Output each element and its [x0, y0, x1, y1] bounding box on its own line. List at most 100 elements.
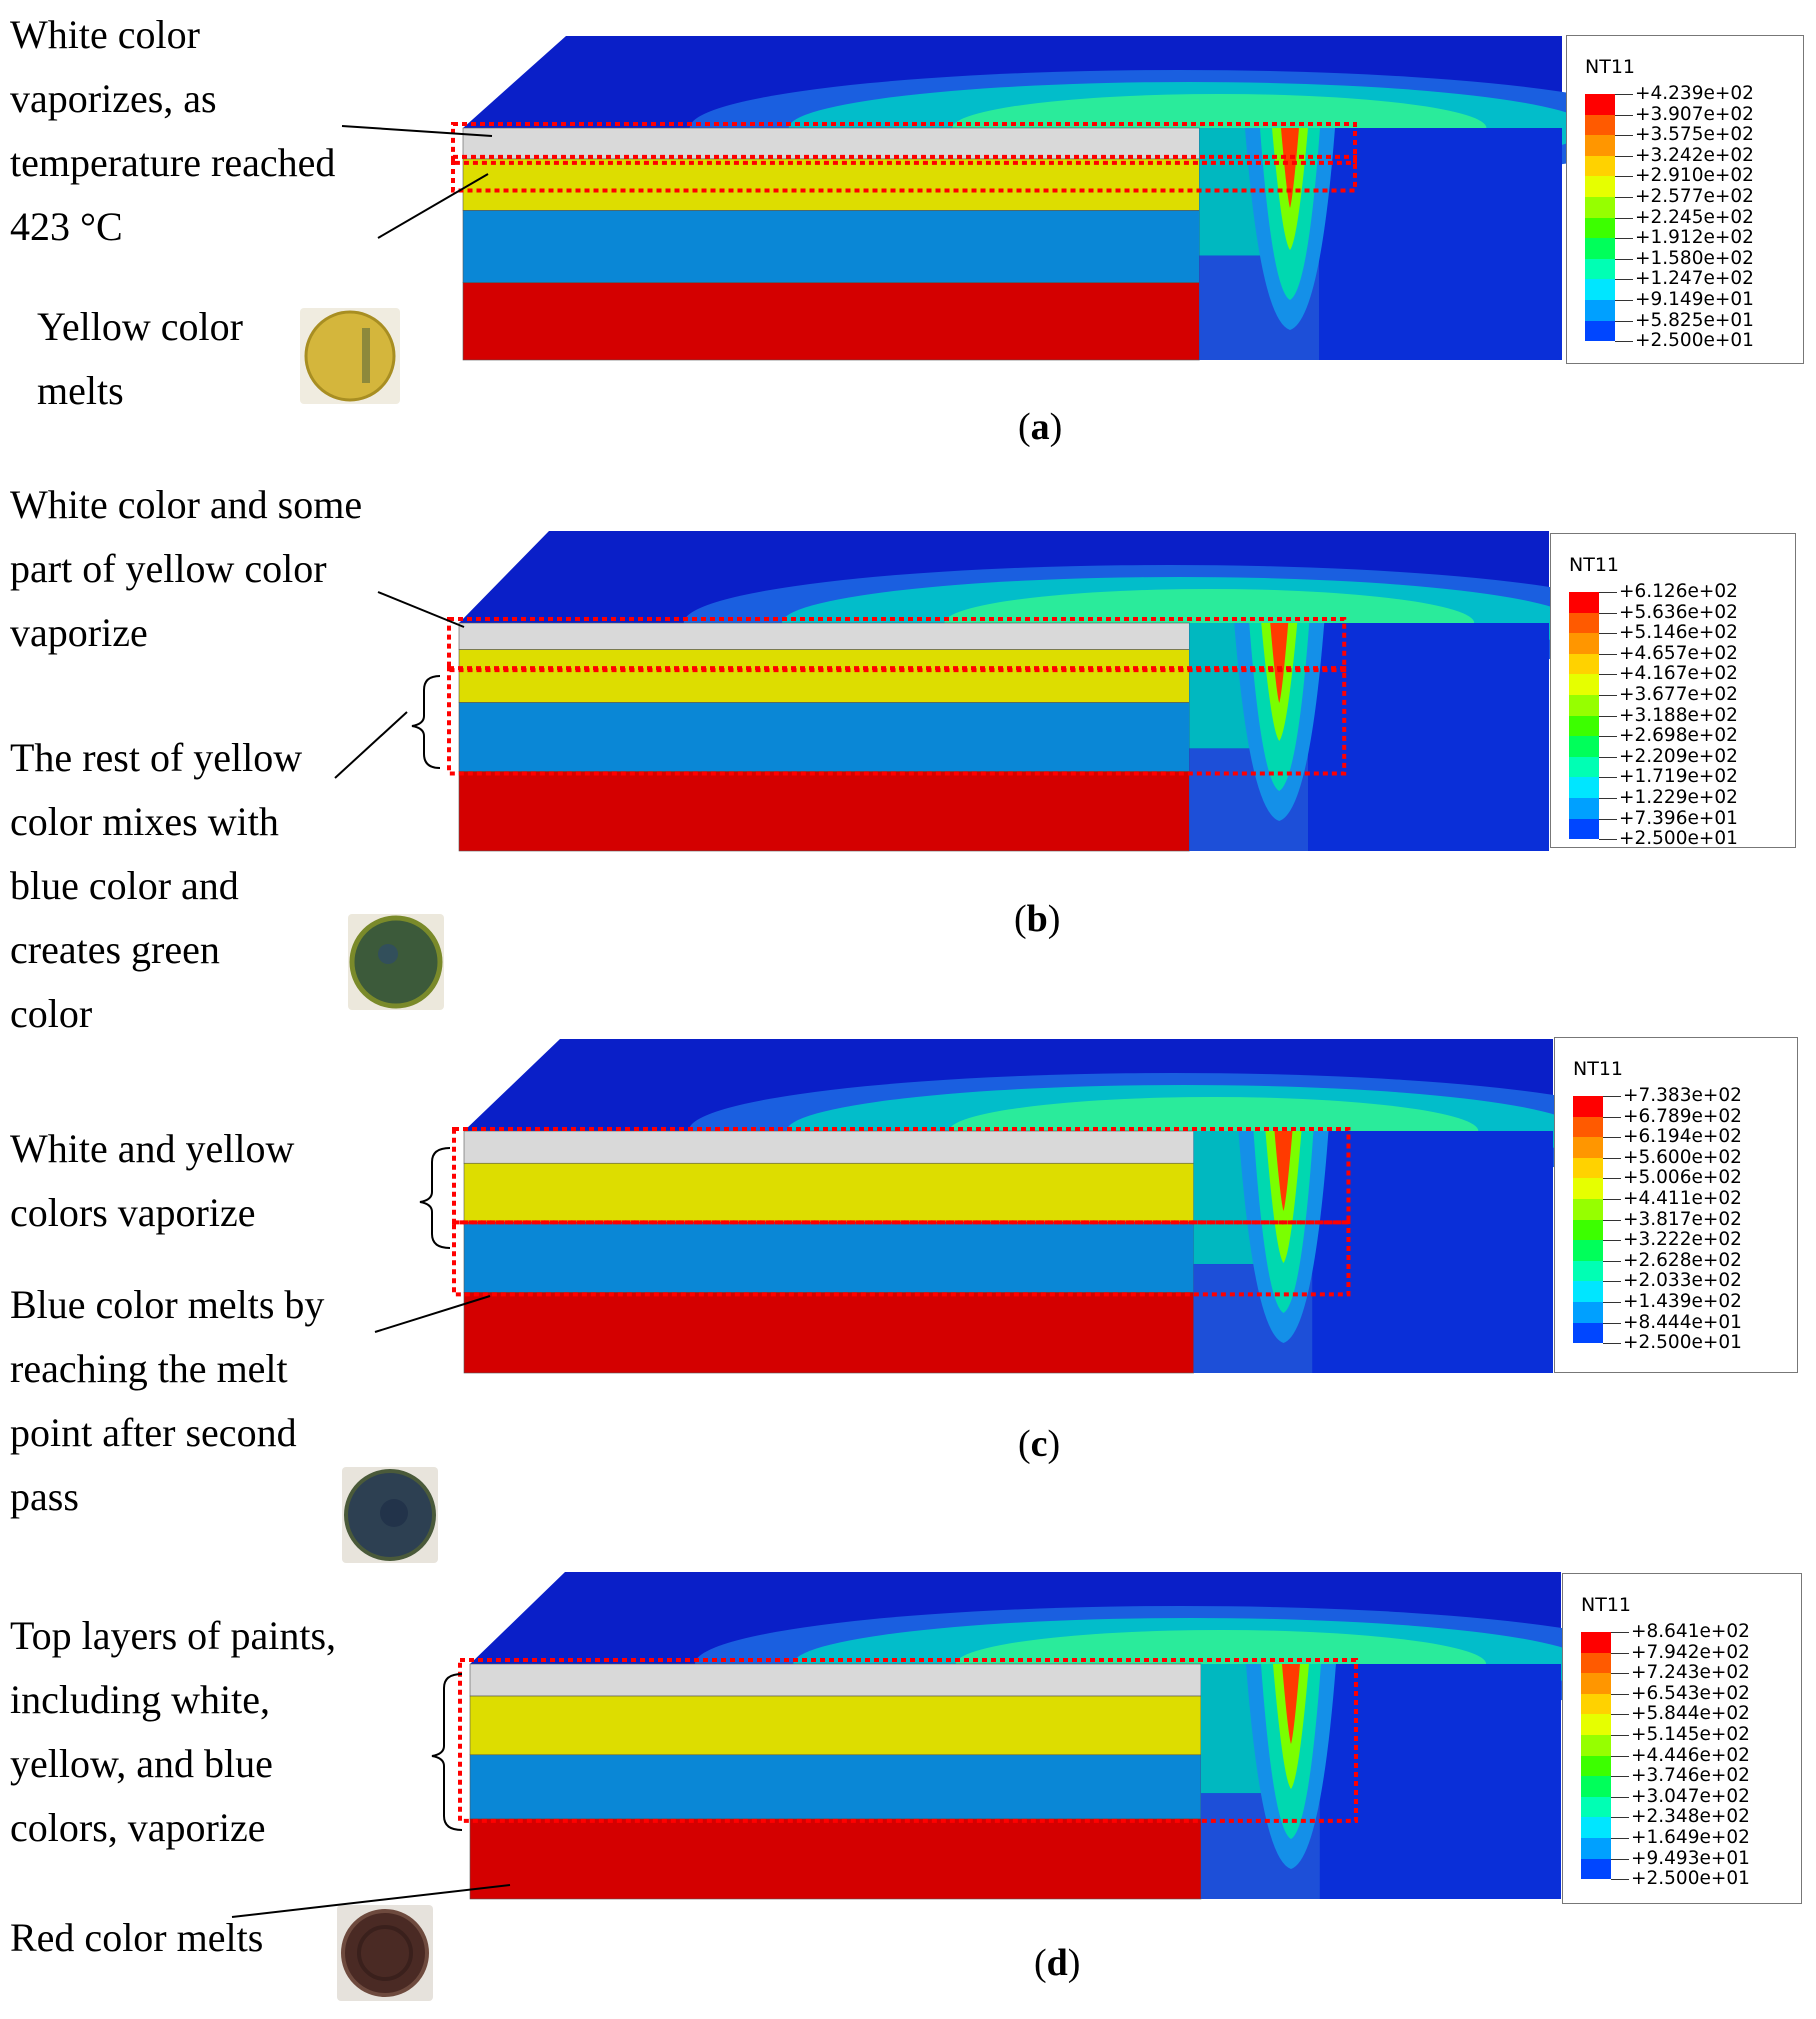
colorbar-cell	[1569, 756, 1599, 778]
legend-tick	[1599, 756, 1617, 758]
highlight-box	[447, 617, 1347, 673]
legend-tick	[1599, 777, 1617, 779]
temperature-legend-d: NT11 +8.641e+02 +7.942e+02 +7.243e+02 +6.54…	[1562, 1573, 1802, 1904]
colorbar-cell	[1569, 797, 1599, 819]
white-paint-layer	[462, 127, 1200, 160]
colorbar-cell	[1569, 592, 1599, 613]
colorbar-cell	[1573, 1198, 1603, 1220]
legend-value: +4.239e+02	[1635, 83, 1754, 104]
legend-tick	[1603, 1343, 1621, 1345]
legend-value: +7.942e+02	[1631, 1641, 1750, 1663]
colorbar-cell	[1585, 258, 1615, 280]
legend-tick	[1615, 341, 1633, 343]
legend-title: NT11	[1585, 56, 1635, 78]
colorbar-cell	[1581, 1776, 1611, 1797]
legend-value: +2.698e+02	[1619, 725, 1738, 747]
legend-value: +8.641e+02	[1631, 1621, 1750, 1642]
legend-tick	[1611, 1714, 1629, 1716]
legend-value: +6.126e+02	[1619, 581, 1738, 602]
legend-value: +2.209e+02	[1619, 745, 1738, 767]
legend-value: +2.245e+02	[1635, 206, 1754, 228]
legend-tick	[1615, 94, 1633, 95]
white-paint-layer	[458, 622, 1190, 650]
legend-value: +5.636e+02	[1619, 601, 1738, 623]
legend-value: +3.575e+02	[1635, 124, 1754, 146]
legend-value: +5.844e+02	[1631, 1703, 1750, 1725]
colorbar-cell	[1573, 1281, 1603, 1302]
blue-paint-layer	[463, 1222, 1194, 1293]
legend-tick	[1599, 633, 1617, 635]
legend-tick	[1603, 1157, 1621, 1159]
legend-title: NT11	[1569, 554, 1619, 576]
legend-value: +2.500e+01	[1619, 828, 1738, 850]
legend-value: +5.146e+02	[1619, 622, 1738, 644]
legend-tick	[1611, 1858, 1629, 1860]
legend-tick	[1611, 1735, 1629, 1736]
colorbar-cell	[1581, 1673, 1611, 1694]
panel-b: White color and some part of yellow colo…	[10, 482, 1796, 1036]
colorbar-cell	[1581, 1693, 1611, 1715]
blue-melts-note: Blue color melts by reaching the melt po…	[10, 1282, 325, 1519]
colorbar-cell	[1569, 777, 1599, 798]
legend-tick	[1603, 1096, 1621, 1097]
colorbar	[1573, 1096, 1603, 1344]
legend-tick	[1615, 238, 1633, 240]
colorbar-cell	[1569, 674, 1599, 695]
colorbar-cell	[1585, 114, 1615, 136]
legend-value: +5.600e+02	[1623, 1146, 1742, 1168]
legend-tick	[1603, 1322, 1621, 1324]
colorbar-cell	[1585, 299, 1615, 321]
legend-tick	[1615, 258, 1633, 260]
legend-tick	[1603, 1178, 1621, 1180]
colorbar-cell	[1581, 1734, 1611, 1756]
red-paint-layer	[463, 1292, 1194, 1374]
legend-tick	[1611, 1693, 1629, 1695]
legend-value: +1.649e+02	[1631, 1826, 1750, 1848]
colorbar-cell	[1569, 715, 1599, 737]
highlight-box	[451, 122, 1357, 165]
yellow-paint-layer	[463, 1162, 1194, 1223]
fem-model-a	[451, 36, 1669, 361]
colorbar-cell	[1585, 320, 1615, 342]
colorbar-cell	[1573, 1219, 1603, 1241]
colorbar-cell	[1569, 653, 1599, 675]
colorbar-cell	[1585, 196, 1615, 218]
colorbar-cell	[1573, 1301, 1603, 1323]
legend-value: +6.543e+02	[1631, 1682, 1750, 1704]
colorbar-cell	[1573, 1116, 1603, 1138]
colorbar	[1581, 1632, 1611, 1880]
legend-tick	[1603, 1116, 1621, 1118]
legend-tick	[1611, 1673, 1629, 1675]
legend-value: +2.577e+02	[1635, 185, 1754, 207]
legend-value: +1.580e+02	[1635, 247, 1754, 269]
legend-value: +5.825e+01	[1635, 309, 1754, 331]
fem-model-b	[447, 531, 1655, 852]
yellow-paint-layer	[462, 158, 1200, 211]
legend-value: +1.247e+02	[1635, 268, 1754, 290]
legend-tick	[1611, 1776, 1629, 1778]
colorbar-cell	[1581, 1714, 1611, 1735]
legend-value: +3.188e+02	[1619, 704, 1738, 726]
legend-value: +1.719e+02	[1619, 766, 1738, 788]
legend-tick	[1603, 1219, 1621, 1221]
white-yellow-vaporize-note: White color and some part of yellow colo…	[10, 482, 363, 655]
legend-tick	[1599, 612, 1617, 614]
colorbar	[1585, 94, 1615, 342]
white-vaporizes-note: White color vaporizes, as temperature re…	[10, 12, 336, 249]
panel-c: White and yellow colors vaporize Blue co…	[10, 1037, 1798, 1563]
blue-paint-layer	[458, 702, 1190, 772]
legend-tick	[1615, 176, 1633, 178]
colorbar-cell	[1573, 1157, 1603, 1179]
legend-value: +4.446e+02	[1631, 1744, 1750, 1766]
colorbar-cell	[1569, 818, 1599, 840]
legend-value: +1.229e+02	[1619, 786, 1738, 808]
highlight-box	[452, 1127, 1351, 1225]
top-layers-vaporize-note: Top layers of paints, including white, y…	[10, 1613, 337, 1850]
legend-value: +3.746e+02	[1631, 1765, 1750, 1787]
colorbar-cell	[1573, 1137, 1603, 1158]
leader-line	[231, 1884, 511, 1918]
legend-value: +3.047e+02	[1631, 1785, 1750, 1807]
legend-value: +1.912e+02	[1635, 227, 1754, 249]
colorbar-cell	[1569, 612, 1599, 634]
